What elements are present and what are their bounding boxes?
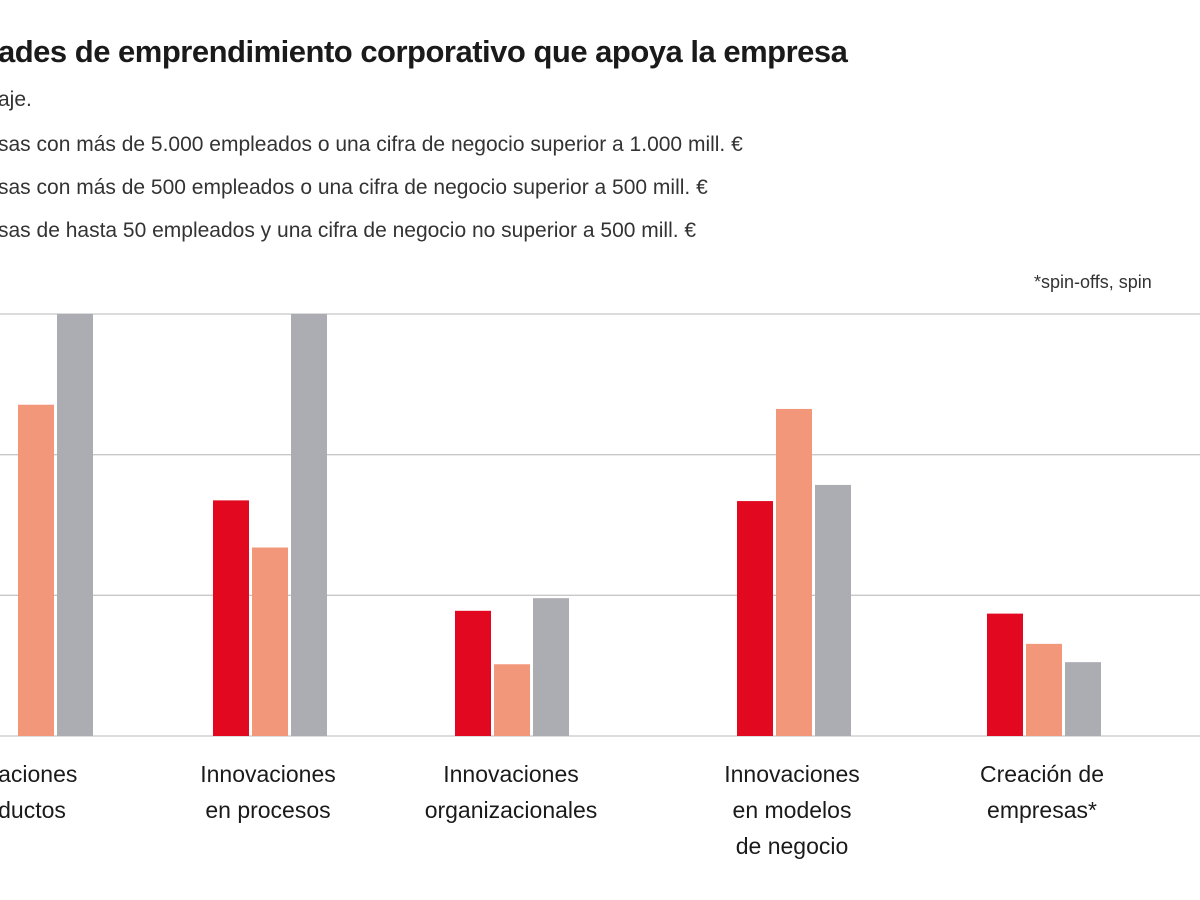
bar-series2-category4 <box>776 408 812 736</box>
bar-series1-category4 <box>737 501 773 736</box>
bar-series2-category5 <box>1026 643 1062 736</box>
legend-item-small-companies: sas de hasta 50 empleados y una cifra de… <box>0 219 697 242</box>
bar-series3-category5 <box>1065 662 1101 736</box>
bar-series3-category2 <box>291 314 327 736</box>
bar-series3-category1 <box>57 314 93 736</box>
bar-series1-category2 <box>213 500 249 736</box>
bars <box>18 314 1101 736</box>
bar-series3-category3 <box>533 598 569 736</box>
category-label-3: Innovaciones organizacionales <box>425 761 598 823</box>
bar-series1-category3 <box>455 610 491 736</box>
category-label-5: Creación de empresas* <box>980 761 1104 823</box>
legend-item-large-companies: sas con más de 5.000 empleados o una cif… <box>0 133 743 156</box>
category-label-1: vacionesductos <box>0 761 77 823</box>
bar-series2-category2 <box>252 547 288 736</box>
bar-series3-category4 <box>815 484 851 736</box>
footnote: *spin-offs, spin <box>1034 272 1152 292</box>
bar-series2-category3 <box>494 664 530 736</box>
chart-subtitle: aje. <box>0 88 32 111</box>
chart-title: ades de emprendimiento corporativo que a… <box>0 34 848 69</box>
category-label-4: Innovaciones en modelos de negocio <box>724 761 860 859</box>
legend-item-medium-companies: sas con más de 500 empleados o una cifra… <box>0 176 708 199</box>
bar-series1-category5 <box>987 613 1023 736</box>
bar-series2-category1 <box>18 404 54 736</box>
category-label-2: Innovaciones en procesos <box>200 761 336 823</box>
